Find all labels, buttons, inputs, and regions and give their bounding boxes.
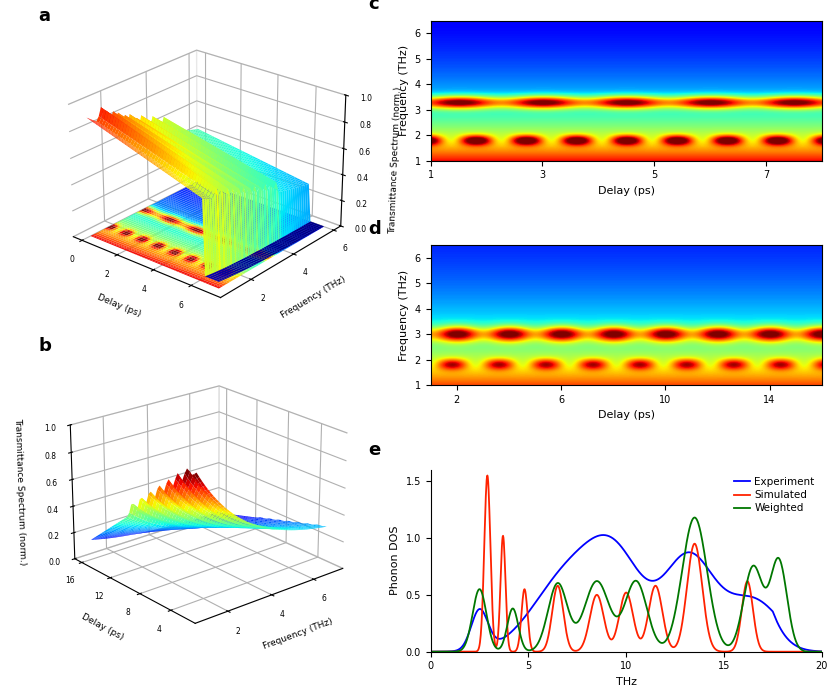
Weighted bbox=[583, 590, 593, 598]
Text: c: c bbox=[368, 0, 378, 14]
Y-axis label: Frequency (THz): Frequency (THz) bbox=[399, 270, 409, 361]
Experiment bbox=[695, 554, 705, 563]
Experiment bbox=[598, 531, 608, 539]
Text: e: e bbox=[368, 441, 380, 459]
Weighted bbox=[731, 630, 741, 638]
Simulated bbox=[466, 648, 476, 656]
Experiment bbox=[583, 536, 593, 545]
Weighted bbox=[598, 584, 608, 592]
Experiment bbox=[738, 591, 748, 600]
Y-axis label: Frequency (THz): Frequency (THz) bbox=[279, 275, 347, 320]
Weighted bbox=[466, 621, 476, 629]
Experiment bbox=[817, 648, 827, 656]
Simulated bbox=[738, 596, 748, 604]
Weighted bbox=[695, 523, 705, 532]
Simulated bbox=[584, 617, 594, 625]
Simulated bbox=[426, 648, 436, 656]
Weighted bbox=[690, 513, 700, 521]
Y-axis label: Delay (ps): Delay (ps) bbox=[80, 612, 124, 641]
Weighted bbox=[426, 648, 436, 656]
Text: d: d bbox=[368, 220, 381, 238]
Line: Weighted: Weighted bbox=[431, 517, 822, 652]
Simulated bbox=[695, 560, 705, 569]
Weighted bbox=[738, 599, 748, 607]
Line: Simulated: Simulated bbox=[431, 475, 822, 652]
Legend: Experiment, Simulated, Weighted: Experiment, Simulated, Weighted bbox=[732, 475, 817, 515]
Experiment bbox=[426, 648, 436, 656]
Y-axis label: Frequency (THz): Frequency (THz) bbox=[399, 45, 409, 136]
X-axis label: Delay (ps): Delay (ps) bbox=[598, 186, 655, 196]
X-axis label: Delay (ps): Delay (ps) bbox=[95, 293, 142, 319]
Text: a: a bbox=[38, 7, 51, 25]
Text: b: b bbox=[38, 337, 51, 355]
Simulated bbox=[598, 611, 608, 619]
Weighted bbox=[817, 648, 827, 656]
Simulated bbox=[731, 639, 741, 648]
Experiment bbox=[466, 624, 476, 632]
Experiment bbox=[731, 590, 741, 598]
Simulated bbox=[817, 648, 827, 656]
X-axis label: Delay (ps): Delay (ps) bbox=[598, 410, 655, 421]
X-axis label: Frequency (THz): Frequency (THz) bbox=[261, 617, 334, 652]
X-axis label: THz: THz bbox=[616, 677, 637, 686]
Line: Experiment: Experiment bbox=[431, 535, 822, 652]
Simulated bbox=[482, 471, 492, 480]
Y-axis label: Phonon DOS: Phonon DOS bbox=[390, 526, 400, 595]
Experiment bbox=[598, 531, 608, 539]
